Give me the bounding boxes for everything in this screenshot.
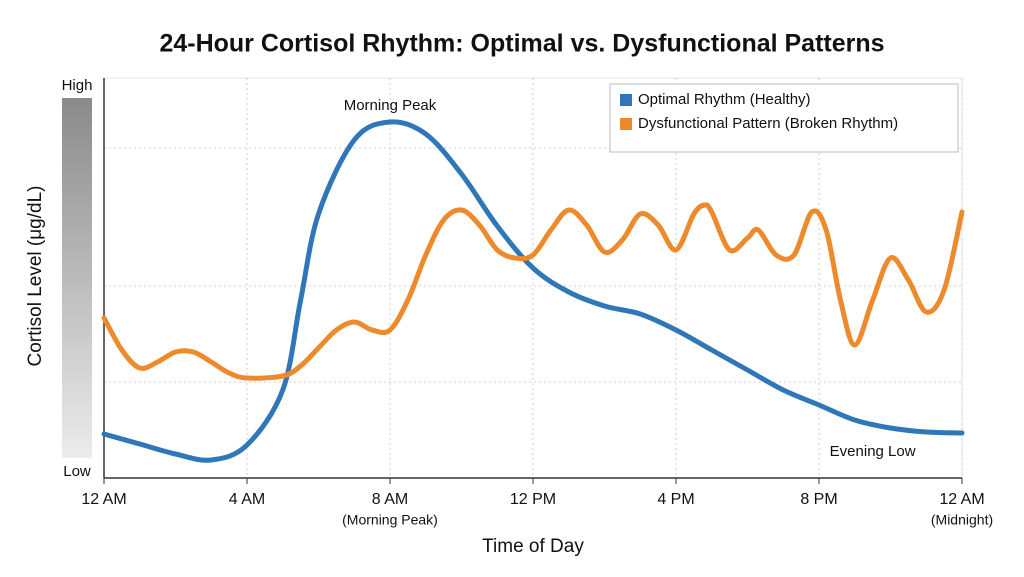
y-axis-label: Cortisol Level (μg/dL) [25, 186, 46, 367]
legend-swatch [620, 118, 632, 130]
line-series [101, 119, 965, 463]
x-tick-label: 8 AM [372, 491, 408, 508]
level-gradient [62, 98, 92, 458]
y-high-label: High [62, 77, 93, 94]
x-tick-label: 8 PM [800, 491, 837, 508]
legend-swatch [620, 94, 632, 106]
y-low-label: Low [63, 463, 91, 480]
x-tick-label: 12 AM [81, 491, 126, 508]
x-tick-label: 4 PM [657, 491, 694, 508]
x-axis-label: Time of Day [482, 536, 584, 557]
x-tick-label: 12 PM [510, 491, 556, 508]
legend-label: Optimal Rhythm (Healthy) [638, 91, 811, 108]
annotation: Evening Low [830, 443, 916, 460]
x-tick-label: 4 AM [229, 491, 265, 508]
x-tick-note: (Midnight) [931, 512, 993, 528]
annotation: Morning Peak [344, 97, 437, 114]
legend-label: Dysfunctional Pattern (Broken Rhythm) [638, 115, 898, 132]
chart-title: 24-Hour Cortisol Rhythm: Optimal vs. Dys… [159, 30, 884, 58]
line-series [101, 202, 965, 381]
x-tick-label: 12 AM [939, 491, 984, 508]
x-tick-note: (Morning Peak) [342, 512, 438, 528]
legend-box [609, 83, 959, 153]
